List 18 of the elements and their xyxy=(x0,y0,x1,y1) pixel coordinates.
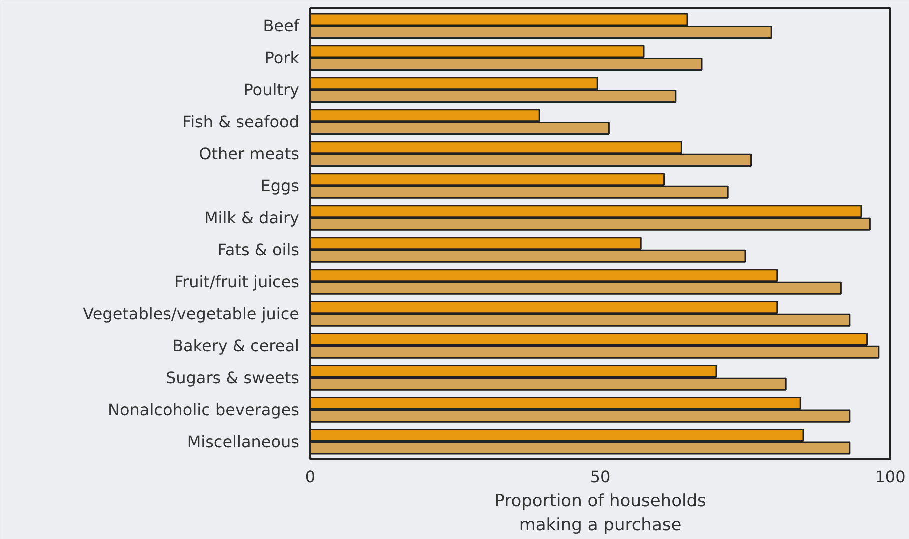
y-tick-label: Sugars & sweets xyxy=(166,368,300,388)
y-tick-label: Fats & oils xyxy=(218,240,300,260)
y-tick-label: Vegetables/vegetable juice xyxy=(83,304,300,324)
x-axis-title: Proportion of households making a purchase xyxy=(494,492,707,536)
y-tick-label: Fish & seafood xyxy=(182,112,300,132)
x-tick-label: 100 xyxy=(875,468,906,486)
y-tick-label: Poultry xyxy=(244,80,300,100)
x-tick-label: 0 xyxy=(305,468,316,486)
y-tick-label: Other meats xyxy=(199,144,300,164)
y-tick-label: Eggs xyxy=(260,176,300,196)
y-tick-label: Nonalcoholic beverages xyxy=(108,400,300,420)
x-tick-label: 50 xyxy=(590,468,611,486)
y-tick-label: Pork xyxy=(264,48,300,68)
y-tick-label: Milk & dairy xyxy=(204,208,300,228)
y-tick-label: Fruit/fruit juices xyxy=(174,272,300,292)
y-tick-label: Miscellaneous xyxy=(187,432,300,452)
y-tick-label: Bakery & cereal xyxy=(172,336,300,356)
y-tick-label: Beef xyxy=(263,16,300,36)
